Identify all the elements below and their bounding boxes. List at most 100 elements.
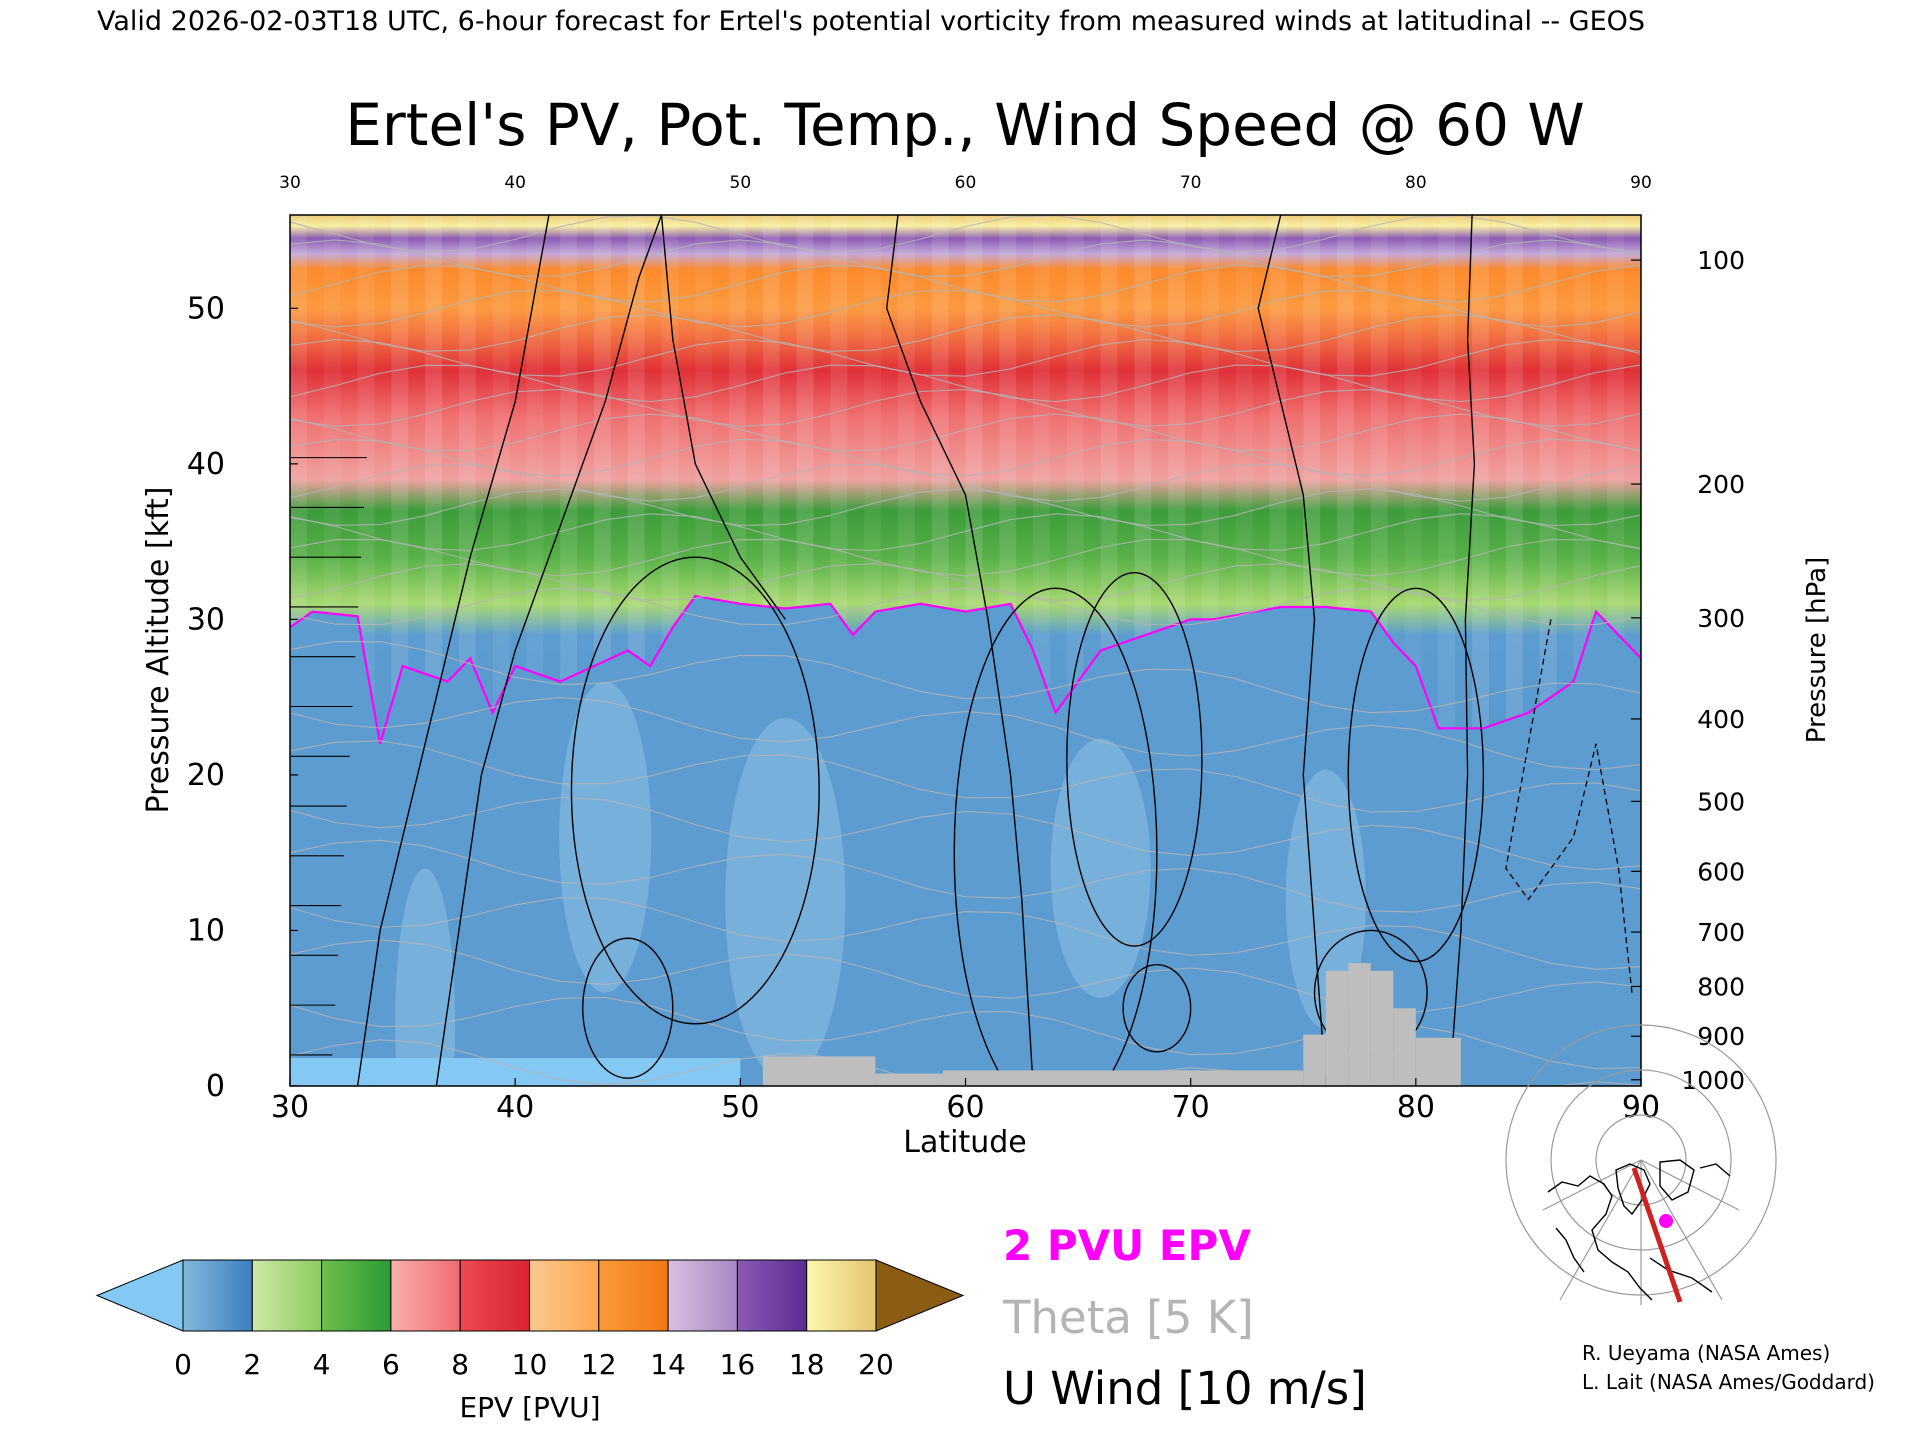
y-tick-label: 50 [187,291,225,326]
y-tick-label: 30 [187,602,225,637]
pv-low-region [1285,769,1366,1029]
wind-closed-contour [1347,587,1485,963]
map-graticule [1505,1024,1777,1305]
theta-contour [290,239,1641,277]
x-tick-label: 90 [1622,1090,1660,1125]
pressure-tick-label: 200 [1697,470,1745,499]
theta-contours [290,215,1641,1086]
wind-contour [885,215,1034,1086]
x-tick-label: 50 [721,1090,759,1125]
surface-mask-block [1325,970,1349,1086]
theta-contour [290,364,1641,403]
x-tick-label: 80 [1397,1090,1435,1125]
colorbar-bin [459,1259,531,1332]
plot-area [290,215,1641,1086]
theta-contour [290,839,1641,913]
y-axis-label: Pressure Altitude [kft] [141,487,176,814]
theta-contour [290,696,1641,771]
colorbar-under-arrow [95,1259,184,1332]
theta-contour [290,563,1641,602]
y-tick-label: 10 [187,913,225,948]
theta-contour [290,338,1641,377]
wind-contour [660,215,786,620]
wind-closed-contour [1122,963,1192,1053]
wind-contour [356,215,550,1086]
wind-contour [1448,215,1476,1086]
pv-low-region [725,717,846,1081]
colorbar-bin [667,1259,738,1332]
theta-contour [290,587,1641,626]
y-tick-label: 0 [206,1069,225,1104]
surface-mask-block [1393,1008,1416,1086]
top-tick-label: 70 [1180,173,1202,193]
theta-contour [290,388,1641,427]
valid-time-header: Valid 2026-02-03T18 UTC, 6-hour forecast… [97,6,1645,37]
wind-closed-contour [570,556,820,1025]
theta-contour [290,438,1641,477]
surface-mask-block [1348,963,1371,1086]
x-axis-ticks: 30 40 50 60 70 80 90 [271,1078,1660,1125]
theta-contour [290,740,1641,813]
top-tick-label: 50 [730,173,752,193]
pressure-tick-label: 400 [1697,705,1745,734]
top-axis-ticks: 30 40 50 60 70 80 90 [279,173,1652,193]
pv-low-region [1050,738,1151,998]
colorbar-bin [182,1259,253,1332]
wind-closed-contour [582,937,674,1079]
theta-contour [290,796,1641,871]
x-tick-label: 70 [1172,1090,1210,1125]
surface-mask-block [1370,970,1394,1086]
axes: 30 40 50 60 70 80 90 30 40 50 60 70 80 90 0 10 20 30 40 5… [187,173,1745,1125]
pressure-tick-label: 1000 [1681,1066,1745,1095]
colorbar-tick-label: 2 [243,1348,261,1381]
theta-contour [290,513,1641,552]
colorbar-bin [598,1259,669,1332]
wind-closed-contour [1066,572,1203,947]
legend: 2 PVU EPV Theta [5 K] U Wind [10 m/s] [1002,1221,1367,1415]
colorbar-over-arrow [875,1259,965,1332]
surface-mask-block [943,1070,1304,1086]
credit-line-2: L. Lait (NASA Ames/Goddard) [1582,1370,1875,1394]
pv-low-region [559,681,652,993]
surface-mask-block [1303,1034,1326,1086]
y-tick-label: 20 [187,758,225,793]
map-coastlines [1547,1159,1731,1301]
top-tick-label: 80 [1405,173,1427,193]
pressure-tick-label: 300 [1697,604,1745,633]
colorbar-bin [251,1259,323,1332]
colorbar-tick-label: 0 [174,1348,192,1381]
pressure-tick-label: 700 [1697,918,1745,947]
x-tick-label: 40 [496,1090,534,1125]
theta-contour [290,463,1641,502]
colorbar-bin [390,1259,461,1332]
pressure-tick-label: 500 [1697,787,1745,816]
wind-contour [1257,215,1327,1086]
pressure-tick-label: 800 [1697,972,1745,1001]
top-tick-label: 30 [279,173,301,193]
colorbar-bin [806,1259,877,1332]
wind-contour [435,215,663,1086]
theta-contour [290,641,1641,714]
troposphere-fill [290,596,1641,1086]
pressure-tick-label: 100 [1697,246,1745,275]
epv-colorbar: 0 2 4 6 8 10 12 14 16 18 20 [95,1259,965,1381]
pressure-tick-label: 600 [1697,857,1745,886]
theta-contour [290,413,1641,452]
surface-mask-block [762,1056,876,1086]
x-tick-label: 60 [946,1090,984,1125]
colorbar-label: EPV [PVU] [459,1391,600,1424]
legend-wind-entry: U Wind [10 m/s] [1003,1362,1367,1415]
colorbar-tick-label: 10 [512,1348,548,1381]
credit-line-1: R. Ueyama (NASA Ames) [1582,1341,1830,1365]
colorbar-bin [529,1259,600,1332]
top-tick-label: 60 [955,173,977,193]
surface-mask [762,963,1461,1086]
colorbar-tick-label: 20 [858,1348,894,1381]
pressure-axis-label: Pressure [hPa] [1802,557,1832,744]
wind-closed-contour [953,587,1158,1086]
colorbar-bin [736,1259,808,1332]
legend-theta-entry: Theta [5 K] [1002,1291,1254,1344]
colorbar-tick-label: 12 [581,1348,617,1381]
colorbar-tick-label: 6 [382,1348,400,1381]
